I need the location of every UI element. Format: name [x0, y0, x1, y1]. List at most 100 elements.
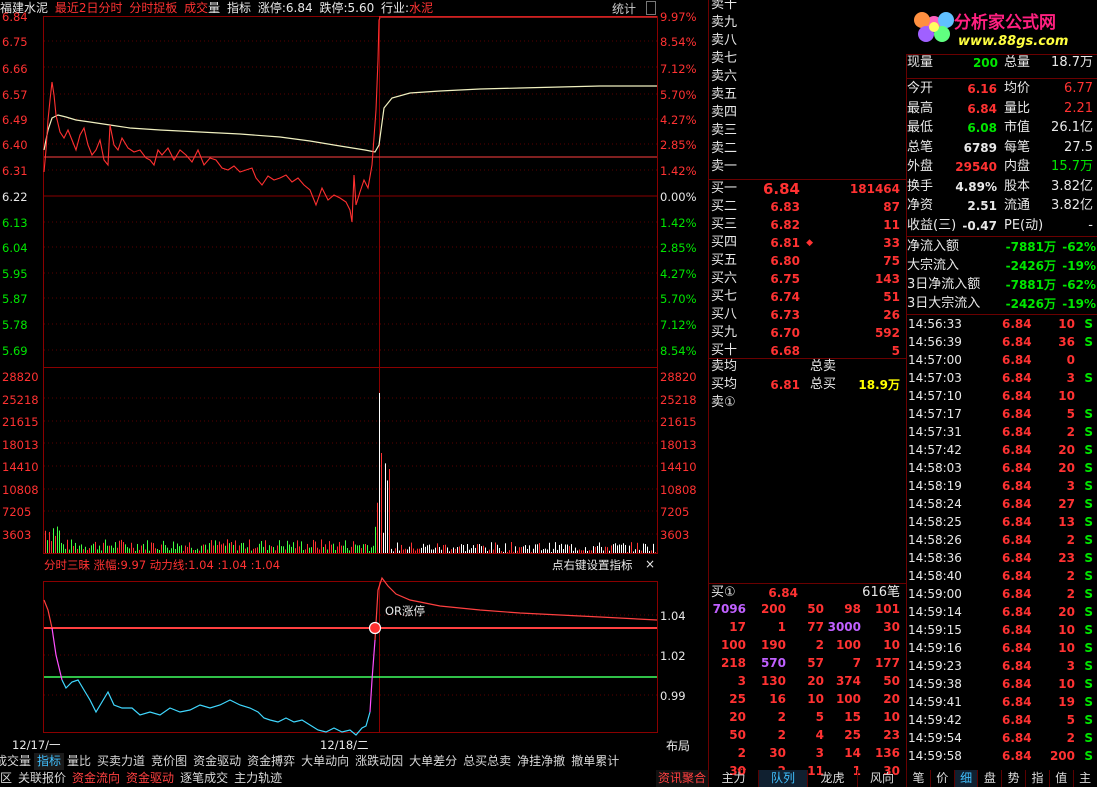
tick-row[interactable]: 14:58:36 6.84 23 S: [906, 549, 1097, 567]
scroll-handle[interactable]: [646, 1, 656, 15]
volume-bar: [547, 549, 548, 553]
tick-row[interactable]: 14:57:42 6.84 20 S: [906, 441, 1097, 459]
detail-tab[interactable]: 指: [1025, 770, 1049, 787]
bottom-tab[interactable]: 大单动向: [301, 754, 350, 768]
queue-cell: 50: [729, 728, 746, 742]
detail-tab[interactable]: 主: [1072, 770, 1097, 787]
bottom-tab[interactable]: 资金流向: [72, 771, 121, 785]
volume-bar: [427, 545, 428, 553]
bottom-tab[interactable]: 指标: [34, 753, 65, 770]
bottom-tab[interactable]: 主力轨迹: [234, 771, 283, 785]
pattern-label[interactable]: 分时捉板: [129, 1, 178, 15]
tick-row[interactable]: 14:59:54 6.84 2 S: [906, 729, 1097, 747]
volume-bar: [645, 543, 646, 553]
bottom-tab[interactable]: 涨跌动因: [355, 754, 404, 768]
indicator-curve-top: [43, 599, 53, 629]
detail-tab[interactable]: 价: [929, 770, 954, 787]
volume-bar: [369, 550, 370, 553]
news-aggregate-tab[interactable]: 资讯聚合: [656, 770, 709, 787]
bottom-tab[interactable]: 逐笔成交: [180, 771, 229, 785]
tick-row[interactable]: 14:59:42 6.84 5 S: [906, 711, 1097, 729]
tick-row[interactable]: 14:59:16 6.84 10 S: [906, 639, 1097, 657]
detail-tab[interactable]: 值: [1048, 770, 1073, 787]
bottom-tab[interactable]: 大单差分: [409, 754, 458, 768]
tick-row[interactable]: 14:58:24 6.84 27 S: [906, 495, 1097, 513]
tick-row[interactable]: 14:58:25 6.84 13 S: [906, 513, 1097, 531]
buy-level-volume: 11: [883, 218, 900, 232]
volume-bar: [105, 539, 106, 553]
tick-row[interactable]: 14:59:00 6.84 2 S: [906, 585, 1097, 603]
tick-row[interactable]: 14:56:39 6.84 36 S: [906, 333, 1097, 351]
tick-row[interactable]: 14:59:15 6.84 10 S: [906, 621, 1097, 639]
logo-url[interactable]: www.88gs.com: [958, 34, 1069, 49]
tick-row[interactable]: 14:59:41 6.84 19 S: [906, 693, 1097, 711]
bottom-tab[interactable]: 买卖力道: [97, 754, 146, 768]
detail-tab[interactable]: 笔: [906, 770, 930, 787]
mode-label[interactable]: 最近2日分时: [54, 1, 123, 15]
sell-level-label: 卖十: [711, 0, 738, 12]
tick-row[interactable]: 14:58:26 6.84 2 S: [906, 531, 1097, 549]
bottom-tab[interactable]: 净挂净撤: [517, 754, 566, 768]
limit-up-signal-icon[interactable]: [368, 621, 382, 635]
detail-tab[interactable]: 细: [953, 770, 978, 787]
tick-row[interactable]: 14:59:23 6.84 3 S: [906, 657, 1097, 675]
volume-bar: [149, 550, 150, 553]
indicator-label[interactable]: 指标: [227, 1, 252, 15]
tick-row[interactable]: 14:59:38 6.84 10 S: [906, 675, 1097, 693]
bottom-tab[interactable]: 资金搏弈: [247, 754, 296, 768]
bottom-tab[interactable]: 关联报价: [18, 771, 67, 785]
bottom-tab[interactable]: 资金驱动: [126, 771, 175, 785]
tick-volume: 2: [1066, 731, 1075, 745]
indicator-settings-hint[interactable]: 点右键设置指标: [552, 558, 633, 572]
volume-bar: [305, 549, 306, 553]
stat-button[interactable]: 统计: [612, 2, 637, 16]
indicator-title[interactable]: 分时三昧: [44, 558, 90, 572]
orderbook-tab[interactable]: 龙虎: [807, 770, 857, 787]
volume-bar: [643, 543, 644, 553]
stock-name[interactable]: 福建水泥: [0, 1, 49, 15]
layout-button[interactable]: 布局: [666, 739, 691, 753]
volume-bar: [449, 551, 450, 553]
detail-tab[interactable]: 势: [1001, 770, 1025, 787]
quote-label: 净资: [907, 198, 934, 213]
tick-row[interactable]: 14:59:14 6.84 20 S: [906, 603, 1097, 621]
tick-row[interactable]: 14:56:33 6.84 10 S: [906, 315, 1097, 333]
indicator-close-icon[interactable]: ×: [645, 557, 656, 571]
tick-row[interactable]: 14:58:19 6.84 3 S: [906, 477, 1097, 495]
bottom-tab[interactable]: 撤单累计: [571, 754, 620, 768]
bottom-tab[interactable]: 成交量: [0, 754, 32, 768]
detail-tab[interactable]: 盘: [977, 770, 1001, 787]
tick-price: 6.84: [1002, 641, 1032, 655]
tick-row[interactable]: 14:57:00 6.84 0: [906, 351, 1097, 369]
volume-bar: [189, 542, 190, 553]
tick-row[interactable]: 14:59:58 6.84 200 S: [906, 747, 1097, 765]
orderbook-tab[interactable]: 队列: [757, 770, 808, 787]
volume-bar: [185, 545, 186, 553]
volume-tick-right: 3603: [660, 528, 690, 542]
bottom-tab[interactable]: 资金驱动: [193, 754, 242, 768]
tick-time: 14:58:25: [908, 515, 962, 529]
tick-row[interactable]: 14:57:31 6.84 2 S: [906, 423, 1097, 441]
quote-line-2: [906, 78, 1097, 79]
bottom-tab[interactable]: 竞价图: [151, 754, 188, 768]
queue-cell: 190: [760, 638, 786, 652]
bottom-tab[interactable]: 区: [0, 771, 13, 785]
tick-row[interactable]: 14:57:17 6.84 5 S: [906, 405, 1097, 423]
tick-row[interactable]: 14:57:10 6.84 10: [906, 387, 1097, 405]
tick-row[interactable]: 14:57:03 6.84 3 S: [906, 369, 1097, 387]
tick-row[interactable]: 14:58:03 6.84 20 S: [906, 459, 1097, 477]
orderbook-tab[interactable]: 主力: [708, 770, 758, 787]
tick-time: 14:59:38: [908, 677, 962, 691]
tick-row[interactable]: 14:58:40 6.84 2 S: [906, 567, 1097, 585]
bottom-tab[interactable]: 量比: [67, 754, 92, 768]
volume-bar: [291, 546, 292, 553]
industry-value[interactable]: 水泥: [409, 1, 434, 15]
intraday-chart[interactable]: [0, 0, 708, 770]
queue-more: ....: [733, 760, 747, 773]
industry-label: 行业:: [381, 1, 410, 15]
volume-bar: [69, 549, 70, 553]
bottom-tab[interactable]: 总买总卖: [463, 754, 512, 768]
quote-label: PE(动): [1004, 217, 1044, 233]
orderbook-tab[interactable]: 风向: [856, 770, 907, 787]
queue-cell: 130: [760, 674, 786, 688]
